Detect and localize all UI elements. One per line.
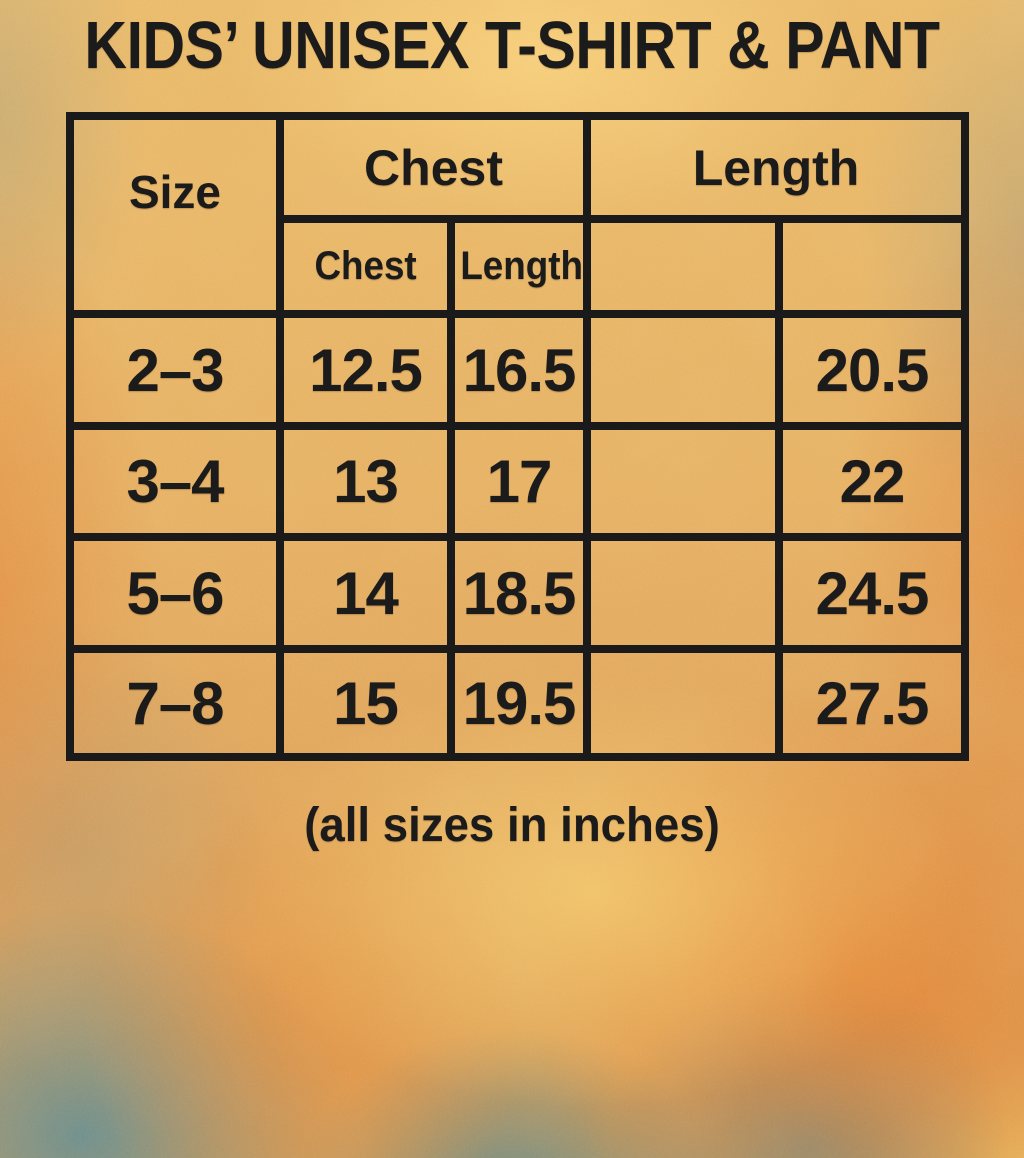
size-cell: 5–6 [66, 533, 284, 653]
units-caption: (all sizes in inches) [304, 799, 720, 852]
tshirt-length-value-cell: 18.5 [446, 533, 592, 653]
chest-value-cell: 15 [276, 645, 455, 761]
empty-value-cell [583, 533, 784, 653]
size-header-cell: Size [66, 112, 284, 318]
tshirt-length-value-cell: 17 [446, 422, 592, 541]
group-header-row: Size Chest Length [66, 112, 970, 318]
sub-header-row: Chest Length [70, 215, 970, 318]
empty-value-cell [583, 645, 784, 761]
chest-subheader-label: Chest [314, 244, 417, 288]
pant-length-value-cell: 27.5 [775, 645, 970, 761]
length-subheader-cell: Length [446, 215, 592, 318]
tshirt-length-value-cell: 16.5 [446, 310, 592, 430]
pant-length-value-cell: 22 [775, 422, 970, 541]
chest-value-cell: 14 [276, 533, 455, 653]
empty-value-cell [583, 310, 784, 430]
size-chart-table: Size Chest Length Chest Length 2–3 12.5 … [66, 112, 970, 761]
empty-subheader-cell [583, 215, 784, 318]
table-row: 2–3 12.5 16.5 20.5 [66, 310, 970, 430]
table-row: 3–4 13 17 22 [66, 422, 970, 541]
empty-value-cell [583, 422, 784, 541]
pant-length-value-cell: 20.5 [775, 310, 970, 430]
size-cell: 3–4 [66, 422, 284, 541]
chest-group-header-cell: Chest [275, 112, 592, 223]
size-cell: 7–8 [66, 645, 284, 761]
chest-value-cell: 12.5 [276, 310, 455, 430]
size-cell: 2–3 [66, 310, 284, 430]
chest-subheader-cell: Chest [276, 215, 455, 318]
chest-value-cell: 13 [276, 422, 455, 541]
tshirt-length-value-cell: 19.5 [446, 645, 592, 761]
page-title: KIDS’ UNISEX T-SHIRT & PANT [84, 8, 940, 83]
length-subheader-label: Length [460, 244, 583, 288]
table-row: 5–6 14 18.5 24.5 [66, 533, 970, 653]
empty-subheader-cell [775, 215, 970, 318]
table-row: 7–8 15 19.5 27.5 [66, 645, 970, 761]
length-group-header-cell: Length [583, 112, 970, 223]
pant-length-value-cell: 24.5 [775, 533, 970, 653]
